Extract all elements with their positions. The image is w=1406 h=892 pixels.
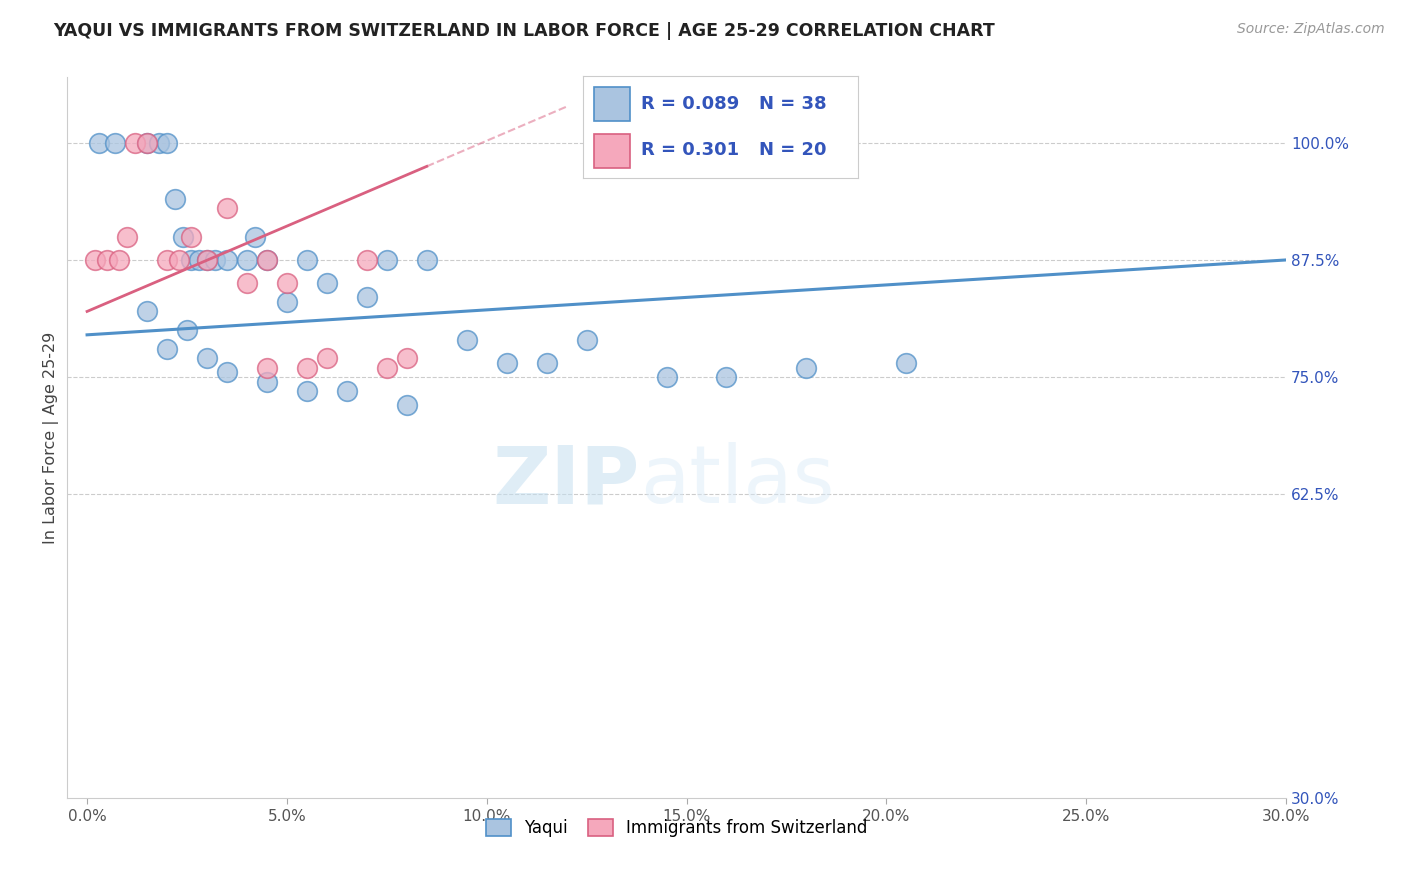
Point <box>215 365 238 379</box>
Point <box>163 192 186 206</box>
Point <box>195 252 218 267</box>
Point <box>395 398 418 412</box>
Text: Source: ZipAtlas.com: Source: ZipAtlas.com <box>1237 22 1385 37</box>
Point <box>456 333 478 347</box>
Point <box>375 252 398 267</box>
Point <box>215 202 238 216</box>
Point <box>96 252 118 267</box>
Point <box>156 136 179 150</box>
Point <box>375 360 398 375</box>
Point <box>148 136 170 150</box>
Text: N = 38: N = 38 <box>759 95 827 113</box>
Point <box>136 136 159 150</box>
Point <box>896 356 918 370</box>
Point <box>256 252 278 267</box>
Point <box>395 351 418 366</box>
Point <box>495 356 517 370</box>
Point <box>156 342 179 356</box>
Point <box>536 356 558 370</box>
Point <box>104 136 127 150</box>
Point <box>136 304 159 318</box>
Text: R = 0.301: R = 0.301 <box>641 141 740 159</box>
Point <box>188 252 211 267</box>
Point <box>204 252 226 267</box>
Point <box>124 136 146 150</box>
Point <box>716 370 738 384</box>
Point <box>356 252 378 267</box>
Point <box>136 136 159 150</box>
Point <box>243 229 266 244</box>
Point <box>256 375 278 389</box>
Point <box>575 333 598 347</box>
Point <box>336 384 359 398</box>
Point <box>295 360 318 375</box>
Point <box>108 252 131 267</box>
Point <box>416 252 439 267</box>
Point <box>167 252 190 267</box>
Point <box>195 351 218 366</box>
Text: YAQUI VS IMMIGRANTS FROM SWITZERLAND IN LABOR FORCE | AGE 25-29 CORRELATION CHAR: YAQUI VS IMMIGRANTS FROM SWITZERLAND IN … <box>53 22 995 40</box>
Text: ZIP: ZIP <box>492 442 640 520</box>
Point <box>796 360 818 375</box>
FancyBboxPatch shape <box>595 135 630 168</box>
Y-axis label: In Labor Force | Age 25-29: In Labor Force | Age 25-29 <box>44 332 59 544</box>
Point <box>180 252 202 267</box>
Point <box>236 252 259 267</box>
Point <box>87 136 110 150</box>
Legend: Yaqui, Immigrants from Switzerland: Yaqui, Immigrants from Switzerland <box>479 813 875 844</box>
Point <box>315 351 337 366</box>
Point <box>256 252 278 267</box>
Point <box>276 277 298 291</box>
Point <box>256 360 278 375</box>
FancyBboxPatch shape <box>595 87 630 121</box>
Point <box>276 295 298 310</box>
Point <box>172 229 194 244</box>
Point <box>655 370 678 384</box>
Point <box>156 252 179 267</box>
Point <box>236 277 259 291</box>
Point <box>295 384 318 398</box>
Point <box>195 252 218 267</box>
Point <box>295 252 318 267</box>
Text: N = 20: N = 20 <box>759 141 827 159</box>
Point <box>176 323 198 337</box>
Point <box>356 290 378 304</box>
Point <box>180 229 202 244</box>
Text: R = 0.089: R = 0.089 <box>641 95 740 113</box>
Point <box>215 252 238 267</box>
Point <box>315 277 337 291</box>
Point <box>115 229 138 244</box>
Text: atlas: atlas <box>640 442 834 520</box>
Point <box>84 252 107 267</box>
